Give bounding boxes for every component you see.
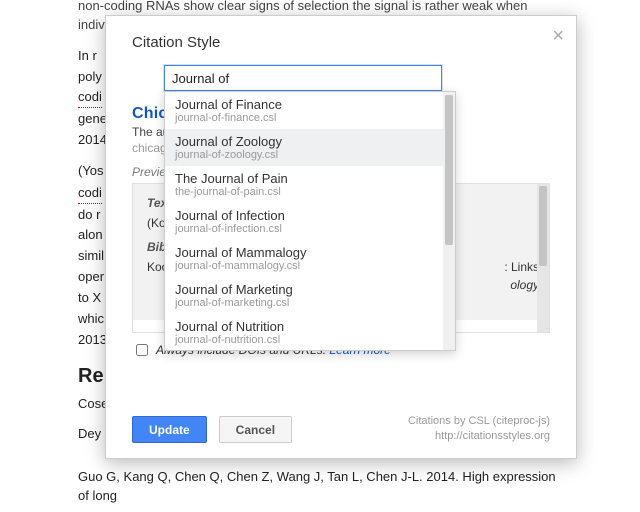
dialog-title: Citation Style [132,34,550,51]
style-option[interactable]: Journal of Nutritionjournal-of-nutrition… [165,314,455,351]
style-option-title: Journal of Mammalogy [175,245,445,260]
bg-line: Guo G, Kang Q, Chen Q, Chen Z, Wang J, T… [78,468,564,506]
style-option-file: journal-of-zoology.csl [175,149,445,161]
citation-style-dialog: × Citation Style Journal of Financejourn… [105,15,577,459]
dropdown-scroll-thumb[interactable] [445,95,453,245]
style-option-file: the-journal-of-pain.csl [175,186,445,198]
style-option-file: journal-of-marketing.csl [175,297,445,309]
style-option-file: journal-of-mammalogy.csl [175,260,445,272]
style-option[interactable]: The Journal of Painthe-journal-of-pain.c… [165,166,455,203]
style-option-title: Journal of Finance [175,97,445,112]
update-button[interactable]: Update [132,416,207,443]
style-option-title: Journal of Marketing [175,282,445,297]
style-option-file: journal-of-finance.csl [175,112,445,124]
style-option-file: journal-of-infection.csl [175,223,445,235]
style-option[interactable]: Journal of Financejournal-of-finance.csl [165,92,455,129]
preview-scroll-thumb[interactable] [539,186,547,266]
style-option-file: journal-of-nutrition.csl [175,334,445,346]
doi-checkbox[interactable] [136,344,148,356]
csl-credits: Citations by CSL (citeproc-js) http://ci… [408,414,550,444]
dropdown-scrollbar[interactable] [443,92,455,350]
style-option[interactable]: Journal of Infectionjournal-of-infection… [165,203,455,240]
style-search-input[interactable] [164,65,442,91]
style-option-title: Journal of Infection [175,208,445,223]
dialog-footer: Update Cancel Citations by CSL (citeproc… [132,414,550,444]
style-option-title: Journal of Nutrition [175,319,445,334]
style-option[interactable]: Journal of Marketingjournal-of-marketing… [165,277,455,314]
cancel-button[interactable]: Cancel [219,416,292,443]
style-option[interactable]: Journal of Mammalogyjournal-of-mammalogy… [165,240,455,277]
style-option[interactable]: Journal of Zoologyjournal-of-zoology.csl [165,129,455,166]
style-autocomplete-dropdown: Journal of Financejournal-of-finance.csl… [164,91,456,351]
style-option-title: Journal of Zoology [175,134,445,149]
preview-scrollbar[interactable] [537,184,549,332]
style-option-title: The Journal of Pain [175,171,445,186]
style-search-wrap: Journal of Financejournal-of-finance.csl… [164,65,442,91]
close-icon[interactable]: × [552,26,564,46]
